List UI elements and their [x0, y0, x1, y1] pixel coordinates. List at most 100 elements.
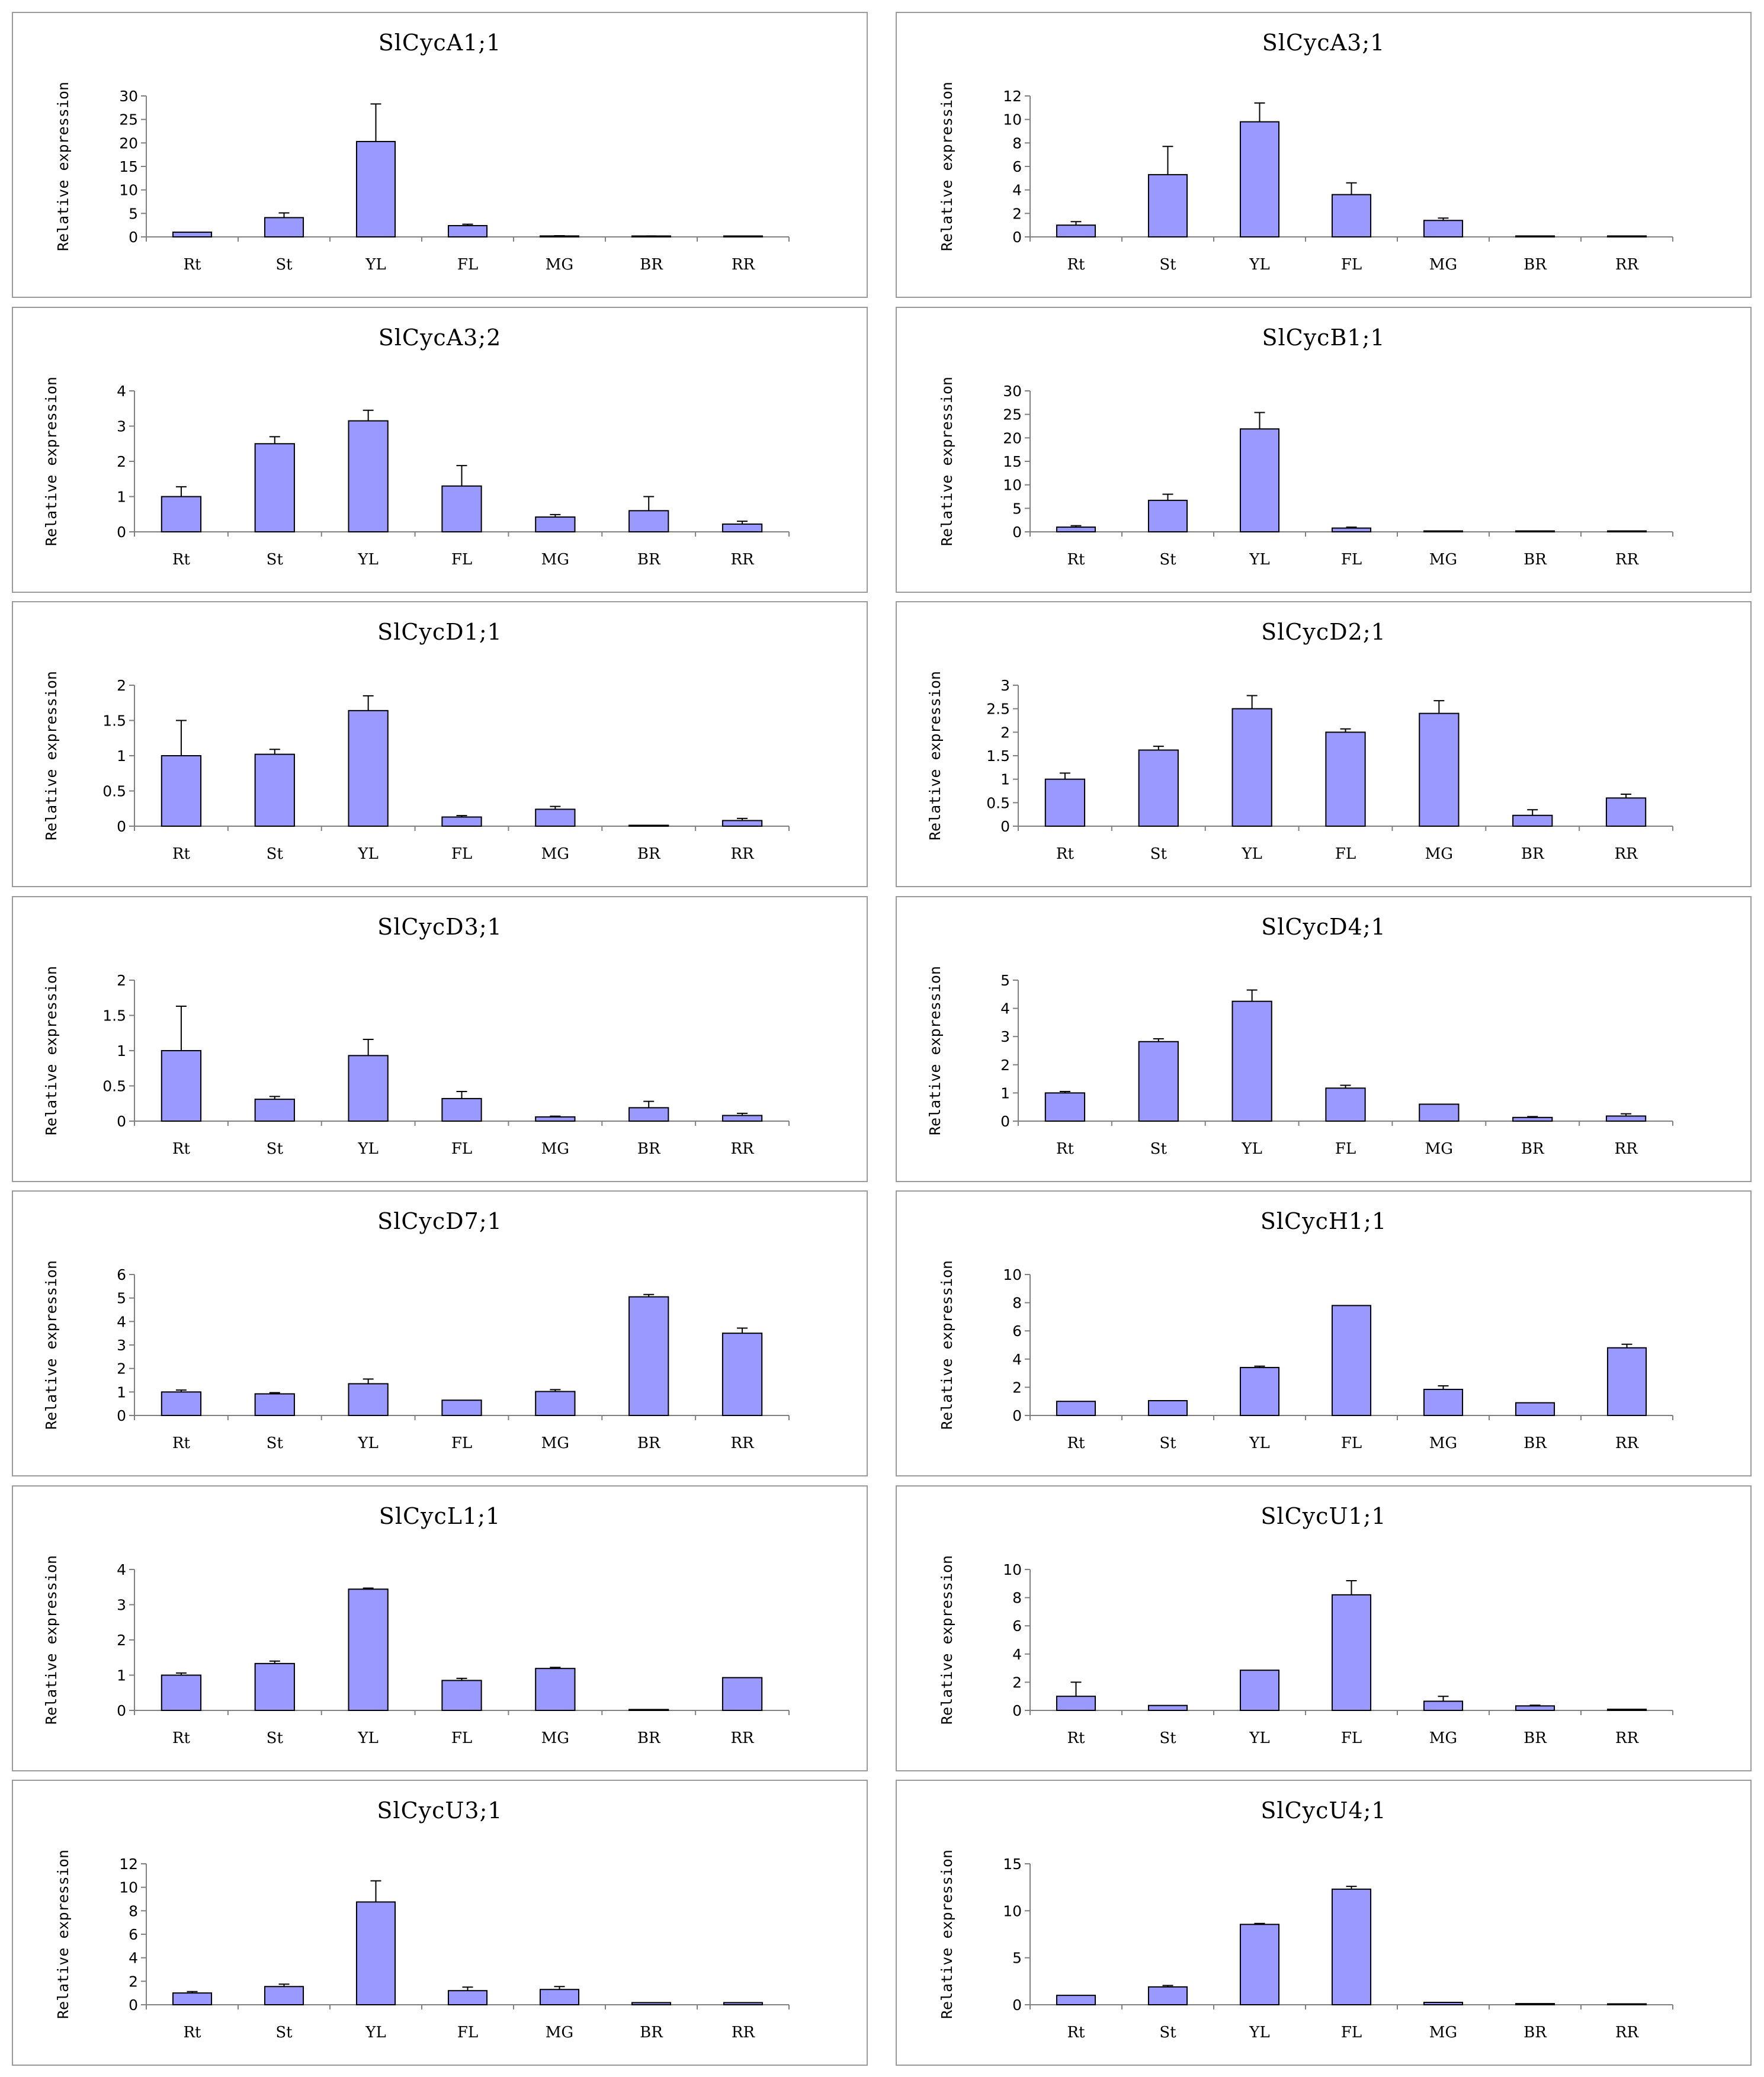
category-label: MG — [541, 845, 569, 863]
category-label: St — [1159, 1729, 1176, 1747]
chart-panel: SlCycU3;1 Relative expression 0 2 4 6 8 10 12 Rt S… — [12, 1780, 868, 2066]
y-tick-label: 2 — [117, 1360, 126, 1378]
chart-title: SlCycU3;1 — [377, 1797, 503, 1824]
y-tick-label: 20 — [1003, 429, 1022, 447]
bar — [172, 232, 213, 238]
category-label: St — [267, 845, 284, 863]
bar — [1331, 1594, 1372, 1711]
category-label: BR — [637, 551, 661, 569]
bar — [1044, 778, 1086, 827]
y-tick-label: 0 — [1012, 1407, 1022, 1424]
y-tick-label: 30 — [119, 88, 138, 105]
y-tick-label: 25 — [119, 111, 138, 129]
bar — [348, 710, 389, 827]
category-label: BR — [1521, 1140, 1545, 1158]
category-label: RR — [730, 551, 755, 569]
y-tick-label: 0 — [1012, 1702, 1022, 1719]
y-tick-label: 0.5 — [986, 794, 1010, 811]
chart-title: SlCycD2;1 — [1261, 619, 1386, 645]
category-label: FL — [457, 2024, 478, 2041]
y-tick-label: 0 — [129, 1996, 138, 2014]
y-tick-label: 3 — [1000, 677, 1010, 694]
category-label: MG — [541, 1729, 569, 1747]
category-label: RR — [1614, 845, 1638, 863]
bar — [628, 1709, 669, 1711]
chart-title: SlCycB1;1 — [1262, 325, 1385, 351]
bar — [441, 1399, 482, 1417]
bar — [172, 1992, 213, 2005]
chart-title: SlCycL1;1 — [379, 1503, 501, 1529]
bar — [441, 816, 482, 827]
chart-panel: SlCycA3;2 Relative expression 0 1 2 3 4 Rt St YL F… — [12, 307, 868, 593]
bar — [1423, 2002, 1464, 2005]
bar — [447, 1990, 488, 2006]
category-label: YL — [1249, 551, 1269, 569]
bar — [723, 2002, 764, 2005]
chart-panel: SlCycH1;1 Relative expression 0 2 4 6 8 10 Rt St Y… — [896, 1190, 1752, 1476]
chart-title: SlCycU4;1 — [1261, 1797, 1387, 1824]
y-tick-label: 2 — [117, 677, 126, 694]
bar — [1138, 1041, 1179, 1122]
y-tick-label: 10 — [1003, 111, 1022, 129]
category-label: FL — [457, 256, 478, 274]
bar — [1606, 2003, 1647, 2005]
category-label: YL — [365, 2024, 386, 2041]
y-tick-label: 30 — [1003, 383, 1022, 400]
category-label: FL — [451, 1434, 472, 1452]
chart-panel: SlCycA1;1 Relative expression 0 5 10 15 20 25 30… — [12, 12, 868, 298]
category-label: MG — [541, 1434, 569, 1452]
bar — [1423, 530, 1464, 532]
category-label: MG — [546, 2024, 573, 2041]
bar — [631, 2002, 672, 2005]
chart-panel: SlCycB1;1 Relative expression 0 5 10 15 20 25 30… — [896, 307, 1752, 593]
bar — [1239, 1670, 1280, 1712]
bar — [1044, 1092, 1086, 1122]
bar — [1056, 1995, 1096, 2005]
bar — [254, 1662, 295, 1711]
bar-chart-svg: 0 2 4 6 8 10 Rt St YL FL MG BR RR — [1003, 1561, 1673, 1747]
category-label: Rt — [172, 1434, 191, 1452]
y-tick-label: 5 — [129, 205, 138, 222]
chart-panel: SlCycD1;1 Relative expression 0 0.5 1 1.5 2 Rt S… — [12, 601, 868, 887]
bar — [1423, 1388, 1464, 1416]
y-tick-label: 1 — [117, 747, 126, 765]
chart-panel: SlCycD4;1 Relative expression 0 1 2 3 4 5 Rt St YL… — [896, 896, 1752, 1182]
bar — [535, 1391, 576, 1417]
category-label: FL — [1335, 1140, 1356, 1158]
y-tick-label: 3 — [117, 418, 126, 435]
bar-chart-svg: 0 2 4 6 8 10 Rt St YL FL MG BR RR — [1003, 1266, 1673, 1452]
bar — [1331, 1305, 1372, 1416]
y-tick-label: 0.5 — [102, 1078, 126, 1095]
bar — [348, 1383, 389, 1417]
y-tick-label: 2 — [117, 1632, 126, 1649]
category-label: Rt — [1067, 256, 1085, 274]
bar — [1147, 1704, 1188, 1712]
category-label: FL — [451, 1140, 472, 1158]
category-label: Rt — [1067, 2024, 1085, 2041]
y-tick-label: 10 — [1003, 1561, 1022, 1578]
bar — [628, 1107, 669, 1122]
y-tick-label: 6 — [117, 1266, 126, 1283]
bar — [1231, 708, 1272, 827]
y-tick-label: 6 — [129, 1926, 138, 1943]
y-tick-label: 12 — [1003, 88, 1022, 105]
category-label: St — [267, 1140, 284, 1158]
bar — [1423, 220, 1464, 238]
category-label: Rt — [183, 2024, 201, 2041]
category-label: MG — [1429, 1729, 1457, 1747]
category-label: RR — [1615, 551, 1640, 569]
y-tick-label: 1.5 — [102, 1007, 126, 1025]
y-tick-label: 1.5 — [102, 712, 126, 730]
category-label: BR — [637, 845, 661, 863]
bar — [1515, 1705, 1555, 1712]
y-tick-label: 10 — [119, 1879, 138, 1896]
bar — [1515, 1402, 1555, 1416]
bar — [1605, 1115, 1647, 1122]
bar-chart-svg: 0 1 2 3 4 Rt St YL FL MG BR RR — [117, 1561, 790, 1747]
category-label: YL — [1249, 1434, 1269, 1452]
bar — [1606, 530, 1647, 532]
bar — [1515, 235, 1555, 237]
bar-chart-svg: 0 1 2 3 4 Rt St YL FL MG BR RR — [117, 383, 790, 569]
y-tick-label: 2 — [129, 1973, 138, 1990]
category-label: St — [1150, 1140, 1168, 1158]
